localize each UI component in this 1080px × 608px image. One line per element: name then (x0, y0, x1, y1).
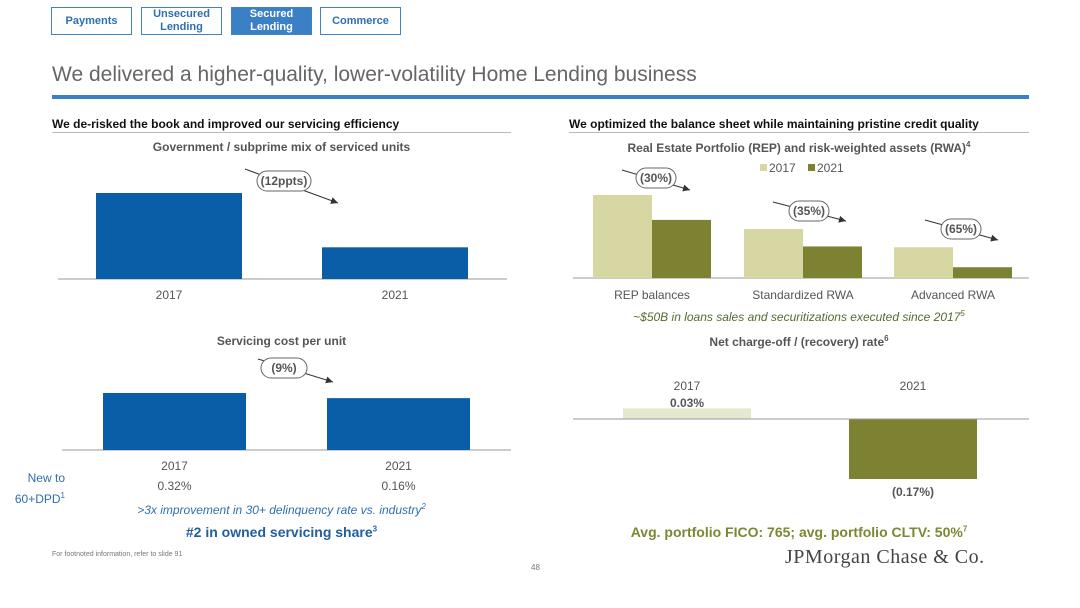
right-heading: We optimized the balance sheet while mai… (569, 117, 979, 131)
tab-commerce[interactable]: Commerce (320, 7, 401, 35)
chart2-callout-bubble (260, 357, 308, 379)
jpmorgan-logo: JPMorgan Chase & Co. (785, 546, 985, 568)
chart4-tick-2021: 2021 (900, 379, 927, 393)
chart4-value-2017: 0.03% (670, 396, 704, 410)
left-heading-rule (52, 132, 511, 133)
right-note: ~$50B in loans sales and securitizations… (633, 309, 965, 324)
chart3-tick-2: Advanced RWA (911, 288, 995, 302)
chart1-tick-2017: 2017 (156, 288, 183, 302)
chart4-tick-2017: 2017 (674, 379, 701, 393)
tab-payments[interactable]: Payments (51, 7, 132, 35)
chart3-callout-1-label: (35%) (793, 204, 825, 218)
chart2-table-value-2017: 0.32% (157, 479, 191, 493)
row-label-new-to-60dpd: New to 60+DPD1 (14, 471, 65, 506)
chart1-callout-label: (12ppts) (261, 174, 308, 188)
chart3-tick-0: REP balances (614, 288, 690, 302)
chart3-tick-1: Standardized RWA (752, 288, 853, 302)
chart1-bar-2021 (322, 247, 468, 279)
chart3-legend-label-2017: 2017 (769, 161, 796, 175)
chart4-bar-2017 (623, 408, 751, 419)
chart1-arrow-head (330, 197, 338, 204)
left-highlight: #2 in owned servicing share3 (185, 524, 378, 540)
chart3-arrow-2-head (990, 234, 998, 242)
chart3-arrow-1-head (838, 215, 846, 223)
page-number: 48 (531, 563, 540, 572)
chart3-callout-0-label: (30%) (640, 171, 672, 185)
chart2-table-value-2021: 0.16% (381, 479, 415, 493)
chart3-bar-2017-0 (593, 195, 652, 278)
chart2-title: Servicing cost per unit (216, 334, 347, 348)
right-heading-rule (569, 132, 1029, 133)
chart2-bar-2017 (103, 393, 246, 450)
chart3-bar-2017-2 (894, 247, 953, 278)
tab-unsecured-lending[interactable]: Unsecured Lending (141, 7, 222, 35)
chart3-arrow-0-head (682, 184, 690, 192)
title-rule (52, 95, 1029, 99)
chart3-bar-2021-2 (953, 267, 1012, 278)
chart2-tick-2017: 2017 (161, 459, 188, 473)
footnote: For footnoted information, refer to slid… (52, 551, 183, 558)
chart3-callout-1-bubble (788, 200, 830, 222)
chart3-bar-2021-1 (803, 246, 862, 278)
chart3-bar-2021-0 (652, 219, 711, 278)
chart3-title: Real Estate Portfolio (REP) and risk-wei… (627, 140, 971, 155)
chart3-callout-2-bubble (940, 218, 982, 240)
chart3-legend-swatch-2017 (760, 164, 767, 171)
chart3-callout-0-bubble (635, 167, 677, 189)
right-highlight: Avg. portfolio FICO: 765; avg. portfolio… (630, 524, 968, 540)
chart3-callout-2-label: (65%) (945, 222, 977, 236)
chart1-title: Government / subprime mix of serviced un… (152, 140, 411, 154)
left-note: >3x improvement in 30+ delinquency rate … (137, 502, 426, 517)
chart4-value-2021: (0.17%) (892, 485, 934, 499)
chart3-legend-swatch-2021 (808, 164, 815, 171)
chart4-title: Net charge-off / (recovery) rate6 (709, 334, 889, 349)
tab-secured-lending[interactable]: Secured Lending (231, 7, 312, 35)
page-title: We delivered a higher-quality, lower-vol… (52, 63, 697, 86)
chart3-legend-label-2021: 2021 (817, 161, 844, 175)
chart1-bar-2017 (96, 193, 242, 279)
chart3-bar-2017-1 (744, 229, 803, 278)
chart2-callout-label: (9%) (271, 361, 296, 375)
chart2-bar-2021 (327, 398, 470, 450)
chart4-bar-2021 (849, 419, 977, 479)
chart2-tick-2021: 2021 (385, 459, 412, 473)
left-heading: We de-risked the book and improved our s… (52, 117, 400, 131)
chart1-tick-2021: 2021 (382, 288, 409, 302)
chart2-arrow-head (325, 376, 333, 384)
chart1-callout-bubble (256, 170, 312, 192)
